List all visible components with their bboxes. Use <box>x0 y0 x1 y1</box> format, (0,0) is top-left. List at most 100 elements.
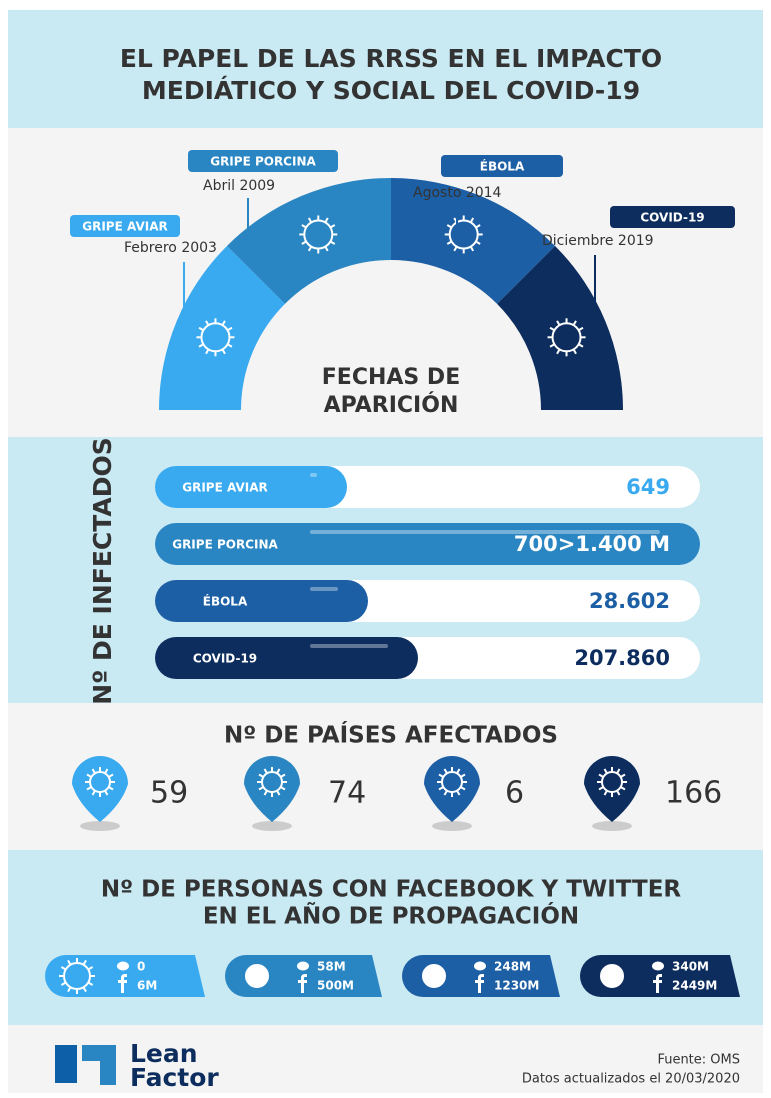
countries-title: Nº DE PAÍSES AFECTADOS <box>224 721 558 749</box>
twitter-count: 340M <box>672 960 709 974</box>
icon <box>578 326 584 332</box>
icon <box>617 986 622 993</box>
source: Fuente: OMS <box>657 1053 740 1068</box>
icon <box>267 966 274 971</box>
icon <box>82 986 87 993</box>
icon <box>258 773 264 778</box>
icon <box>205 348 210 355</box>
social-title: Nº DE PERSONAS CON FACEBOOK Y TWITTER <box>101 877 682 903</box>
icon <box>243 962 271 990</box>
bar-label: ÉBOLA <box>203 594 248 609</box>
event-pill <box>188 150 338 172</box>
pin-shadow <box>80 821 120 831</box>
country-count: 166 <box>665 776 722 811</box>
icon <box>263 768 268 774</box>
infected-title: Nº DE INFECTADOS <box>88 437 117 704</box>
bar-label: GRIPE AVIAR <box>182 481 267 495</box>
icon <box>221 348 226 355</box>
icon <box>620 773 626 778</box>
pin-shadow <box>592 821 632 831</box>
icon <box>417 966 424 971</box>
icon <box>446 224 453 229</box>
icon <box>443 768 448 774</box>
social-row: 0 6M 58M 500M 248M 1230M 340M 2449M <box>45 955 740 997</box>
event-dot <box>454 239 460 245</box>
arc-segment <box>497 245 623 410</box>
bar-value: 700>1.400 M <box>514 532 670 556</box>
event-date: Agosto 2014 <box>413 185 502 201</box>
bar-value: 28.602 <box>589 589 670 613</box>
twitter-count: 248M <box>494 960 531 974</box>
icon <box>439 986 444 993</box>
country-count: 74 <box>328 776 366 811</box>
icon <box>60 981 67 986</box>
logo-shape <box>55 1045 77 1083</box>
icon <box>82 959 87 966</box>
pin-shadow <box>252 821 292 831</box>
icon <box>469 246 475 252</box>
event-pill <box>441 155 563 177</box>
facebook-count: 500M <box>317 979 354 993</box>
event-name: GRIPE AVIAR <box>82 220 167 234</box>
icon <box>227 326 233 332</box>
arc-segment <box>226 178 391 304</box>
icon <box>307 246 313 252</box>
bar-shine <box>310 587 338 591</box>
icon <box>617 959 622 966</box>
icon <box>556 348 561 355</box>
bar-label-bg <box>155 523 295 565</box>
bar-value: 649 <box>626 475 670 499</box>
icon <box>424 959 429 966</box>
twitter-count: 58M <box>317 960 346 974</box>
bar-value: 207.860 <box>574 646 670 670</box>
icon <box>595 981 602 986</box>
twitter-icon <box>652 961 664 971</box>
icon <box>240 966 247 971</box>
title: MEDIÁTICO Y SOCIAL DEL COVID-19 <box>142 76 640 105</box>
icon <box>424 986 429 993</box>
icon <box>280 773 286 778</box>
timeline-bg <box>8 128 763 437</box>
social-title: EN EL AÑO DE PROPAGACIÓN <box>203 902 579 930</box>
icon <box>262 959 267 966</box>
event-dot <box>181 309 187 315</box>
icon <box>205 320 210 326</box>
twitter-icon <box>474 961 486 971</box>
icon <box>329 240 336 245</box>
brand: Lean <box>130 1039 198 1068</box>
event-name: ÉBOLA <box>480 159 525 174</box>
icon <box>87 981 94 986</box>
icon <box>438 773 444 778</box>
pin <box>72 756 128 822</box>
icon <box>572 348 577 355</box>
icon <box>598 962 626 990</box>
icon <box>438 786 444 791</box>
bar-label-bg <box>155 580 295 622</box>
twitter-count: 0 <box>137 960 145 974</box>
icon <box>620 786 626 791</box>
pin <box>424 756 480 822</box>
bar-label: GRIPE PORCINA <box>172 538 278 552</box>
icon <box>475 240 481 245</box>
icon <box>456 768 461 774</box>
icon <box>258 786 264 791</box>
event-dot <box>245 259 251 265</box>
center-label: FECHAS DE <box>322 365 460 390</box>
event-date: Diciembre 2019 <box>542 233 654 249</box>
icon <box>443 790 448 796</box>
icon <box>603 768 608 774</box>
icon <box>324 217 329 223</box>
footer-bg <box>8 1025 763 1093</box>
arc-segment <box>159 245 285 410</box>
timeline-arc <box>159 178 623 410</box>
icon <box>86 773 92 778</box>
icon <box>595 966 602 971</box>
icon <box>446 240 453 245</box>
event-pill <box>70 215 180 237</box>
facebook-count: 2449M <box>672 979 717 993</box>
bar-shine <box>310 473 317 477</box>
icon <box>280 786 286 791</box>
facebook-icon <box>298 974 307 993</box>
updated: Datos actualizados el 20/03/2020 <box>522 1072 740 1087</box>
icon <box>329 224 336 229</box>
